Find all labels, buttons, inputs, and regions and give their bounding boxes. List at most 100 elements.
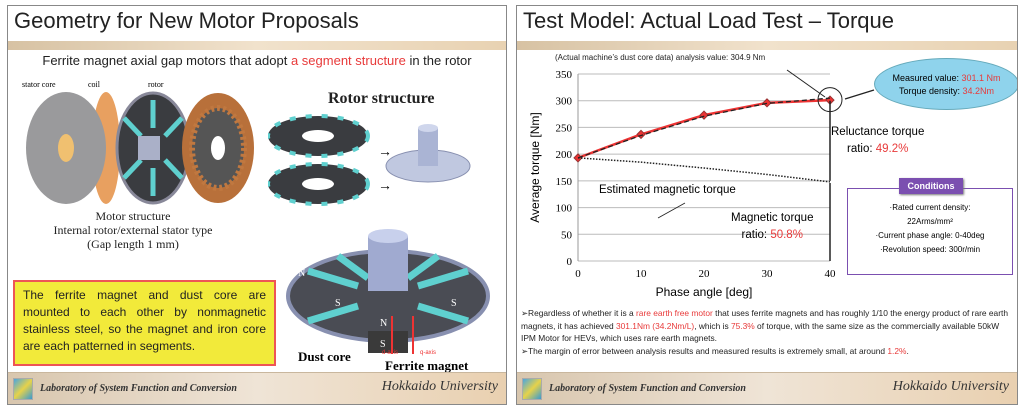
callout-box: The ferrite magnet and dust core are mou… [13, 280, 276, 366]
measured-bubble: Measured value: 301.1 Nm Torque density:… [874, 58, 1017, 110]
magnetic-label: Magnetic torque [731, 212, 814, 224]
stator-core-label: stator core [22, 80, 56, 89]
right-slide: Test Model: Actual Load Test – Torque (A… [516, 5, 1018, 405]
highlight: rare earth free motor [636, 308, 713, 318]
pole-label: N [380, 318, 388, 329]
caption-line: Motor structure [95, 209, 171, 223]
left-slide: Geometry for New Motor Proposals Ferrite… [7, 5, 507, 405]
ratio-label: ratio: [741, 229, 771, 241]
caption-line: (Gap length 1 mm) [87, 237, 179, 251]
lab-logo [522, 378, 542, 400]
condition-item: ·Current phase angle: 0-40deg [875, 231, 985, 240]
series-line-black-dashed [577, 97, 831, 159]
measured-label: Measured value: [892, 73, 962, 83]
lab-logo [13, 378, 33, 400]
x-tick-label: 0 [575, 268, 581, 280]
footer-university: Hokkaido University [892, 379, 1009, 394]
bullet-2: ➢The margin of error between analysis re… [521, 345, 1015, 358]
coil-label: coil [88, 80, 100, 89]
series-line-black-dotted [577, 157, 831, 183]
reluctance-ratio: 49.2% [875, 143, 909, 155]
text: that uses ferrite magnets and has roughl… [521, 308, 1008, 331]
y-axis-label: Average torque [Nm] [528, 112, 542, 223]
torque-chart: 0 50 100 150 200 250 300 350 0 10 20 30 40 Phase angl… [528, 69, 875, 299]
estimated-arrow [657, 202, 686, 219]
subtitle: Ferrite magnet axial gap motors that ado… [8, 53, 506, 68]
text: of torque, with the same size as the com… [521, 320, 1000, 344]
footer: Laboratory of System Function and Conver… [517, 372, 1017, 404]
d-axis-label: d-axis [382, 350, 399, 356]
footer-lab: Laboratory of System Function and Conver… [40, 383, 237, 394]
measured-arrow [844, 89, 875, 100]
estimated-label: Estimated magnetic torque [599, 184, 736, 196]
x-tick-label: 40 [825, 268, 837, 280]
pole-label: S [335, 298, 341, 309]
highlight: 301.1Nm (34.2Nm/L) [615, 320, 695, 331]
text: ➢The margin of error between analysis re… [521, 345, 888, 356]
subtitle-highlight: a segment structure [290, 53, 406, 68]
svg-text:→: → [378, 143, 392, 159]
condition-item: ·Rated current density: [889, 203, 971, 212]
measured-value: 301.1 Nm [961, 73, 1001, 83]
y-tick-label: 200 [556, 149, 573, 161]
y-tick-label: 150 [556, 176, 573, 188]
density-label: Torque density: [898, 86, 963, 96]
series-line-red-solid-markers [577, 98, 831, 160]
conditions-title: Conditions [899, 178, 963, 194]
reluctance-annotation: Reluctance torque ratio: 49.2% [831, 124, 924, 158]
pole-label: S [380, 339, 386, 350]
density-line: Torque density: 34.2Nm [875, 85, 1017, 98]
y-tick-label: 300 [556, 96, 573, 108]
caption-line: Internal rotor/external stator type [53, 223, 213, 237]
text: , which is [694, 320, 731, 331]
rotor-structure-image: →→ [268, 114, 490, 354]
y-tick-label: 100 [556, 203, 573, 215]
analysis-arrow [786, 69, 826, 98]
rotor-label: rotor [148, 80, 164, 89]
reluctance-label: Reluctance torque [831, 126, 925, 138]
q-axis-label: q-axis [420, 350, 437, 356]
magnetic-annotation: Magnetic torque ratio: 50.8% [731, 210, 813, 244]
subtitle-text-end: in the rotor [405, 53, 472, 68]
slide-title: Test Model: Actual Load Test – Torque [523, 8, 894, 33]
x-tick-label: 30 [762, 268, 774, 280]
footer: Laboratory of System Function and Conver… [8, 372, 506, 404]
highlight: 75.3% [730, 320, 755, 331]
y-tick-label: 50 [561, 229, 573, 241]
analysis-note: (Actual machine’s dust core data) analys… [555, 53, 766, 62]
y-tick-label: 0 [567, 256, 573, 268]
rotor-structure-title: Rotor structure [328, 90, 435, 107]
dust-core-label: Dust core [298, 349, 351, 364]
condition-item: ·Revolution speed: 300r/min [879, 245, 981, 254]
conditions-box: ·Rated current density: 22Arms/mm² ·Curr… [847, 188, 1013, 275]
x-axis-label: Phase angle [deg] [656, 285, 753, 299]
motor-structure-image [26, 91, 254, 205]
footer-lab: Laboratory of System Function and Conver… [549, 383, 746, 394]
bullets: ➢Regardless of whether it is a rare eart… [521, 307, 1015, 357]
x-tick-label: 10 [636, 268, 648, 280]
pole-label: S [451, 298, 457, 309]
footer-university: Hokkaido University [381, 379, 498, 394]
condition-item: 22Arms/mm² [907, 217, 953, 226]
x-tick-label: 20 [699, 268, 711, 280]
data-point [699, 110, 709, 120]
ratio-label: ratio: [846, 143, 876, 155]
y-tick-label: 250 [556, 122, 573, 134]
ferrite-magnet-label: Ferrite magnet [385, 358, 469, 373]
data-point [762, 98, 772, 108]
pole-label: N [298, 268, 306, 279]
motor-caption: Motor structure Internal rotor/external … [8, 209, 258, 251]
title-band [517, 41, 1017, 50]
data-point [636, 129, 646, 140]
measured-line: Measured value: 301.1 Nm [875, 72, 1017, 85]
text: ➢Regardless of whether it is a [521, 308, 637, 318]
subtitle-text: Ferrite magnet axial gap motors that ado… [42, 53, 291, 68]
magnetic-ratio: 50.8% [770, 229, 803, 241]
density-value: 34.2Nm [962, 86, 995, 96]
svg-text:→: → [378, 177, 392, 193]
title-band [8, 41, 506, 50]
slide-title: Geometry for New Motor Proposals [14, 8, 359, 33]
highlight: 1.2% [887, 345, 907, 356]
bullet-1: ➢Regardless of whether it is a rare eart… [521, 307, 1015, 345]
y-tick-label: 350 [556, 69, 573, 81]
